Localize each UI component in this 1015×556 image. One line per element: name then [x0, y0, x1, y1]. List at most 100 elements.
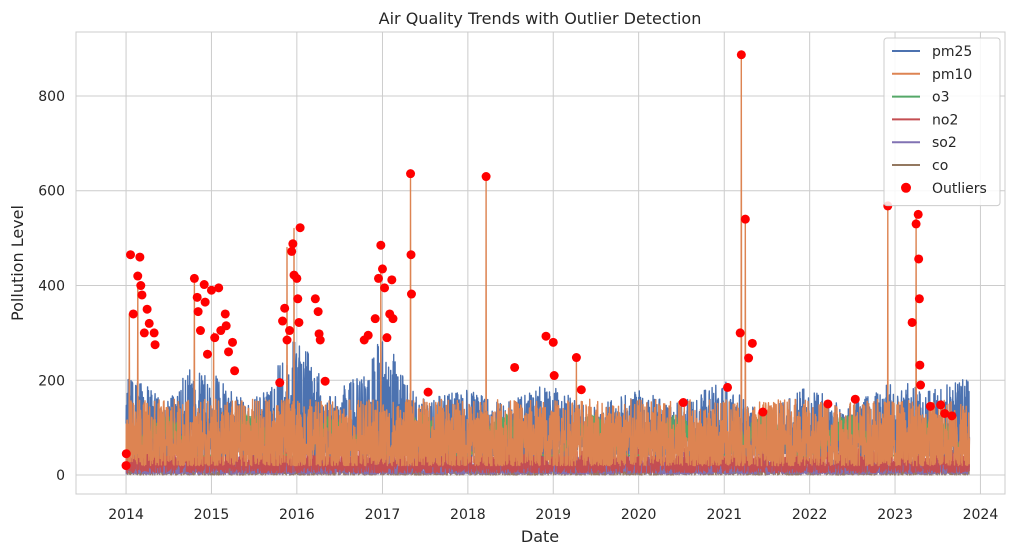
outlier-point — [823, 399, 833, 409]
outlier-point — [850, 394, 860, 404]
outlier-point — [915, 360, 925, 370]
outlier-point — [192, 292, 202, 302]
outlier-point — [294, 317, 304, 327]
legend-label: so2 — [932, 135, 957, 151]
outlier-point — [313, 307, 323, 317]
plot-area: 0 200 400 600 800 2014 2015 2016 2017 2018 2019 202… — [38, 31, 1006, 523]
outlier-point — [423, 387, 433, 397]
x-tick-label: 2016 — [279, 507, 315, 523]
outlier-point — [210, 333, 220, 343]
y-tick-label: 400 — [38, 279, 65, 295]
outlier-point — [221, 321, 231, 331]
y-axis-title: Pollution Level — [8, 205, 27, 321]
outlier-point — [189, 273, 199, 283]
outlier-point — [135, 252, 145, 262]
outlier-point — [723, 382, 733, 392]
outlier-point — [481, 172, 491, 182]
outlier-point — [936, 400, 946, 410]
outlier-point — [292, 273, 302, 283]
series-lines — [125, 54, 971, 476]
outlier-point — [228, 337, 238, 347]
x-tick-label: 2014 — [108, 507, 144, 523]
tick-labels: 0 200 400 600 800 2014 2015 2016 2017 2018 2019 202… — [38, 89, 998, 523]
y-tick-label: 0 — [56, 468, 65, 484]
outlier-point — [137, 290, 147, 300]
outlier-point — [914, 254, 924, 264]
outlier-point — [202, 349, 212, 359]
outlier-point — [735, 328, 745, 338]
outlier-point — [136, 281, 146, 291]
chart-title: Air Quality Trends with Outlier Detectio… — [379, 9, 702, 28]
outlier-point — [220, 309, 230, 319]
outlier-point — [541, 331, 551, 341]
y-tick-label: 600 — [38, 184, 65, 200]
outlier-point — [275, 378, 285, 388]
x-tick-label: 2024 — [963, 507, 999, 523]
outlier-point — [571, 353, 581, 363]
legend-label: pm25 — [932, 44, 972, 60]
outlier-point — [758, 407, 768, 417]
series-line-no2 — [125, 446, 970, 474]
outlier-point — [310, 294, 320, 304]
outlier-point — [916, 380, 926, 390]
outlier-point — [406, 289, 416, 299]
outlier-point — [913, 209, 923, 219]
outlier-point — [142, 304, 152, 314]
outlier-point — [128, 309, 138, 319]
y-tick-label: 800 — [38, 89, 65, 105]
outlier-point — [549, 371, 559, 381]
x-tick-label: 2019 — [535, 507, 571, 523]
outlier-point — [295, 223, 305, 233]
legend-label: no2 — [932, 112, 958, 128]
outlier-point — [911, 219, 921, 229]
outlier-point — [285, 326, 295, 336]
outlier-point — [376, 240, 386, 250]
x-tick-label: 2017 — [365, 507, 401, 523]
legend-label: Outliers — [932, 181, 987, 197]
outlier-point — [576, 385, 586, 395]
outlier-point — [139, 328, 149, 338]
outlier-point — [199, 280, 209, 290]
outlier-point — [914, 294, 924, 304]
outlier-point — [510, 362, 520, 372]
outlier-point — [377, 264, 387, 274]
outlier-point — [370, 314, 380, 324]
outlier-point — [149, 328, 159, 338]
outlier-point — [406, 169, 416, 179]
outlier-point — [133, 271, 143, 281]
outlier-point — [678, 398, 688, 408]
outlier-point — [206, 285, 216, 295]
outlier-point — [224, 347, 234, 357]
outlier-point — [747, 338, 757, 348]
outlier-point — [907, 317, 917, 327]
outlier-point — [315, 335, 325, 345]
series-line-pm10 — [125, 54, 971, 467]
outlier-point — [200, 297, 210, 307]
y-tick-label: 200 — [38, 373, 65, 389]
legend-frame — [883, 37, 1001, 207]
legend-label: o3 — [932, 90, 949, 106]
outlier-point — [230, 366, 240, 376]
outlier-point — [214, 283, 224, 293]
outlier-markers — [121, 50, 957, 471]
outlier-point — [925, 401, 935, 411]
outlier-point — [388, 314, 398, 324]
outlier-point — [548, 337, 558, 347]
outlier-point — [144, 318, 154, 328]
outlier-point — [947, 411, 957, 421]
legend: pm25 pm10 o3 no2 so2 co Outliers — [883, 37, 1001, 207]
legend-label: pm10 — [932, 67, 972, 83]
outlier-point — [282, 335, 292, 345]
outlier-point — [380, 283, 390, 293]
outlier-point — [382, 333, 392, 343]
x-tick-label: 2021 — [706, 507, 742, 523]
x-tick-label: 2023 — [877, 507, 913, 523]
outlier-point — [740, 214, 750, 224]
outlier-point — [121, 461, 131, 471]
x-tick-label: 2018 — [450, 507, 486, 523]
outlier-point — [288, 239, 298, 249]
legend-label: co — [932, 158, 948, 174]
outlier-point — [940, 408, 950, 418]
x-tick-label: 2022 — [792, 507, 828, 523]
